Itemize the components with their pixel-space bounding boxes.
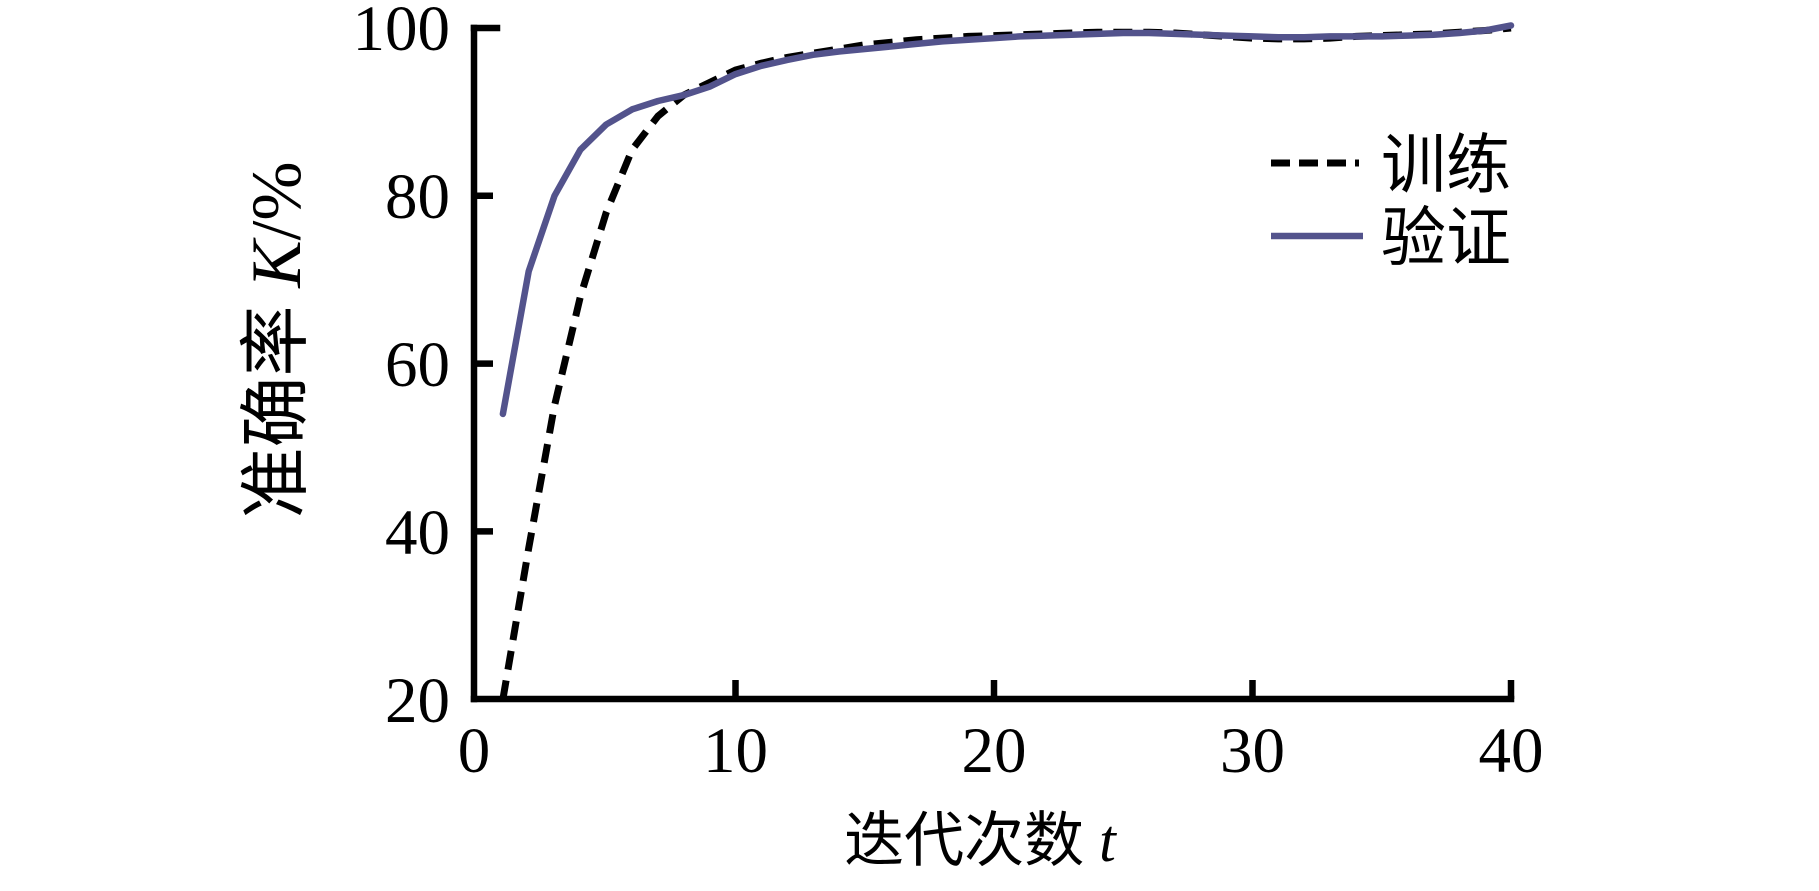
svg-text:训练: 训练 (1381, 130, 1511, 202)
svg-text:100: 100 (353, 0, 451, 65)
svg-text:验证: 验证 (1381, 203, 1511, 275)
svg-text:80: 80 (385, 161, 450, 233)
svg-text:迭代次数 t: 迭代次数 t (844, 808, 1117, 874)
svg-text:20: 20 (962, 715, 1027, 787)
svg-text:30: 30 (1220, 715, 1285, 787)
svg-text:10: 10 (703, 715, 768, 787)
svg-text:40: 40 (385, 497, 450, 569)
svg-text:40: 40 (1479, 715, 1544, 787)
svg-text:0: 0 (458, 715, 491, 787)
svg-text:20: 20 (385, 665, 450, 737)
svg-text:准确率 K/%: 准确率 K/% (238, 162, 316, 519)
svg-text:60: 60 (385, 329, 450, 401)
